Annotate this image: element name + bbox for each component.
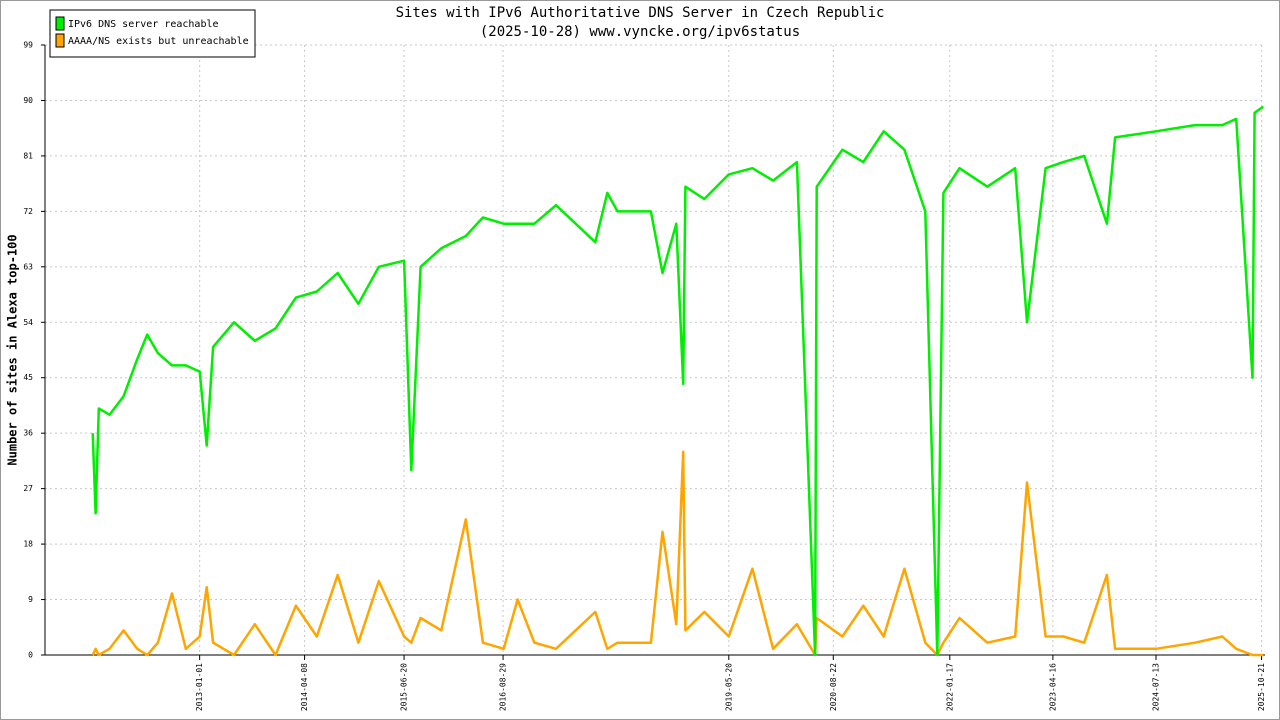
line-series (91, 105, 1264, 657)
chart-title: Sites with IPv6 Authoritative DNS Server… (396, 5, 885, 21)
x-tick-label: 2014-04-08 (300, 663, 309, 711)
y-tick-label: 90 (23, 96, 33, 105)
y-tick-label: 0 (28, 651, 33, 660)
y-tick-label: 81 (23, 151, 33, 160)
x-tick-label: 2020-08-22 (829, 663, 838, 711)
y-tick-label: 27 (23, 484, 33, 493)
x-tick-label: 2019-05-20 (724, 663, 733, 711)
y-tick-label: 54 (23, 318, 33, 327)
line-series (91, 450, 1264, 657)
x-tick-label: 2016-08-29 (499, 663, 508, 711)
y-tick-label: 45 (23, 373, 33, 382)
y-tick-label: 63 (23, 262, 33, 271)
y-tick-label: 36 (23, 429, 33, 438)
legend-box (49, 9, 256, 58)
legend-swatch (55, 16, 65, 31)
y-tick-label: 99 (23, 41, 33, 50)
x-tick-label: 2025-10-21 (1257, 663, 1266, 711)
legend-label: AAAA/NS exists but unreachable (68, 36, 249, 47)
chart-subtitle: (2025-10-28) www.vyncke.org/ipv6status (480, 24, 800, 40)
x-tick-label: 2013-01-01 (195, 663, 204, 711)
y-tick-label: 9 (28, 595, 33, 604)
y-tick-label: 72 (23, 207, 33, 216)
x-tick-label: 2015-06-20 (400, 663, 409, 711)
x-tick-label: 2024-07-13 (1151, 663, 1160, 711)
y-tick-label: 18 (23, 540, 33, 549)
x-tick-label: 2022-01-17 (945, 663, 954, 711)
legend-swatch (55, 33, 65, 48)
legend-label: IPv6 DNS server reachable (68, 19, 219, 30)
y-axis-label: Number of sites in Alexa top-100 (6, 234, 20, 465)
legend: IPv6 DNS server reachable AAAA/NS exists … (49, 9, 256, 58)
x-tick-label: 2023-04-16 (1048, 663, 1057, 711)
